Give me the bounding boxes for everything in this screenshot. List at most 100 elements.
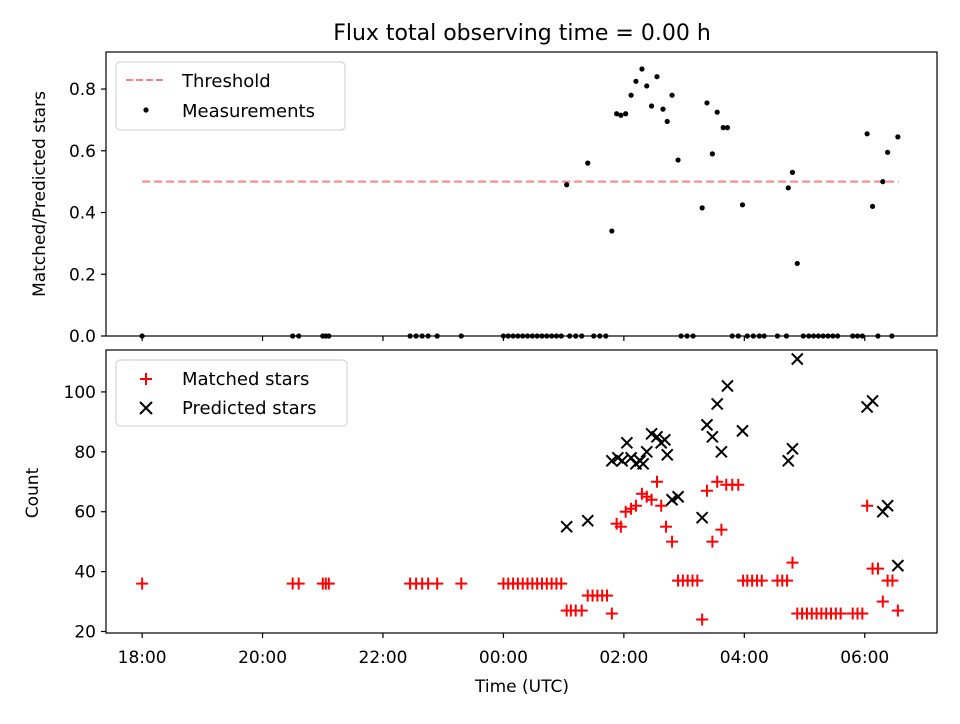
predicted-star-point bbox=[636, 457, 650, 471]
chart-title: Flux total observing time = 0.00 h bbox=[333, 21, 711, 46]
measurement-point bbox=[699, 205, 705, 211]
predicted-star-stroke bbox=[658, 433, 672, 447]
predicted-star-point bbox=[650, 430, 664, 444]
bottom-y-tick-label: 60 bbox=[74, 503, 96, 523]
bottom-axes-frame bbox=[105, 349, 938, 634]
predicted-star-point bbox=[560, 520, 573, 533]
measurement-point bbox=[864, 131, 870, 137]
measurement-point bbox=[609, 228, 615, 234]
predicted-star-point bbox=[881, 499, 894, 512]
matched-star-point bbox=[786, 556, 799, 569]
measurement-point bbox=[564, 182, 570, 188]
predicted-star-point bbox=[866, 394, 879, 408]
matched-star-point bbox=[655, 499, 668, 512]
predicted-star-stroke bbox=[866, 394, 879, 408]
measurement-point bbox=[675, 157, 681, 163]
predicted-star-point bbox=[791, 352, 804, 366]
x-tick-label: 20:00 bbox=[238, 648, 287, 668]
bottom-plot-area bbox=[136, 352, 905, 626]
matched-star-point bbox=[650, 475, 663, 488]
predicted-star-point bbox=[721, 379, 734, 393]
predicted-star-stroke bbox=[715, 445, 728, 459]
measurement-point bbox=[614, 111, 620, 117]
predicted-star-point bbox=[706, 430, 719, 444]
matched-star-point bbox=[706, 535, 719, 548]
measurement-point bbox=[714, 109, 720, 115]
measurement-point bbox=[739, 202, 746, 208]
predicted-star-stroke bbox=[736, 424, 749, 438]
predicted-star-point bbox=[700, 418, 714, 432]
bottom-ylabel: Count bbox=[23, 467, 43, 518]
measurement-point bbox=[885, 149, 891, 155]
measurement-point bbox=[794, 260, 800, 267]
bottom-y-tick-label: 80 bbox=[74, 443, 96, 463]
bottom-y-tick-label: 40 bbox=[74, 563, 96, 583]
matched-star-point bbox=[755, 574, 768, 587]
top-legend-box bbox=[115, 61, 346, 131]
measurement-point bbox=[648, 103, 655, 109]
matched-star-point bbox=[861, 499, 874, 512]
predicted-star-stroke bbox=[782, 454, 795, 468]
top-y-ticks: 0.0 0.2 0.4 0.6 0.8 bbox=[69, 80, 106, 347]
x-tick-label: 04:00 bbox=[720, 648, 769, 668]
predicted-star-point bbox=[782, 454, 795, 468]
measurement-point bbox=[704, 100, 710, 106]
measurement-point bbox=[895, 134, 901, 140]
predicted-star-stroke bbox=[636, 457, 650, 471]
measurement-point bbox=[623, 111, 629, 117]
matched-star-point bbox=[660, 520, 673, 533]
measurement-point bbox=[628, 92, 634, 98]
top-y-tick-label: 0.8 bbox=[69, 80, 96, 100]
measurement-point bbox=[654, 74, 660, 80]
matched-star-point bbox=[834, 607, 847, 620]
matched-star-point bbox=[891, 604, 904, 617]
measurement-point bbox=[785, 185, 791, 191]
x-axis-label: Time (UTC) bbox=[474, 677, 569, 697]
predicted-star-point bbox=[671, 490, 685, 503]
bottom-y-tick-label: 20 bbox=[74, 623, 96, 643]
matched-star-point bbox=[700, 484, 713, 497]
bottom-legend-box bbox=[115, 359, 348, 427]
predicted-star-point bbox=[736, 424, 749, 438]
measurement-point bbox=[709, 151, 715, 157]
matched-star-point bbox=[614, 520, 627, 533]
top-axes-frame bbox=[105, 51, 938, 337]
predicted-star-point bbox=[605, 454, 619, 468]
measurement-point bbox=[724, 125, 731, 131]
matched-star-point bbox=[292, 577, 305, 590]
bottom-y-tick-label: 100 bbox=[64, 383, 96, 403]
legend-predicted-swatch bbox=[139, 401, 153, 415]
bottom-legend: Matched stars Predicted stars bbox=[115, 359, 348, 427]
measurement-point bbox=[869, 203, 876, 209]
measurement-point bbox=[880, 179, 886, 185]
matched-star-point bbox=[431, 577, 444, 590]
measurement-point bbox=[789, 169, 796, 175]
predicted-star-point bbox=[661, 448, 674, 462]
measurement-point bbox=[664, 118, 670, 125]
bottom-panel: Count Time (UTC) 20 40 60 80 100 18:00 20:00 2… bbox=[23, 349, 938, 697]
predicted-star-stroke bbox=[695, 511, 709, 524]
predicted-star-stroke bbox=[640, 445, 653, 459]
matched-star-point bbox=[601, 589, 614, 602]
predicted-star-point bbox=[665, 493, 679, 506]
predicted-star-stroke bbox=[650, 430, 664, 444]
predicted-star-stroke bbox=[665, 493, 679, 506]
matched-star-point bbox=[856, 607, 869, 620]
top-y-tick-label: 0.4 bbox=[69, 204, 96, 224]
predicted-star-stroke bbox=[581, 514, 594, 527]
matched-star-point bbox=[886, 574, 899, 587]
predicted-star-stroke bbox=[891, 559, 905, 572]
matched-star-point bbox=[455, 577, 468, 590]
measurement-point bbox=[618, 112, 624, 118]
matched-star-point bbox=[871, 562, 884, 575]
matched-star-point bbox=[555, 577, 568, 590]
matched-star-point bbox=[696, 613, 709, 626]
matched-star-point bbox=[575, 604, 588, 617]
matched-star-point bbox=[136, 577, 149, 590]
predicted-star-stroke bbox=[881, 499, 894, 512]
predicted-star-point bbox=[695, 511, 709, 524]
measurement-point bbox=[633, 78, 639, 84]
matched-star-point bbox=[711, 475, 724, 488]
